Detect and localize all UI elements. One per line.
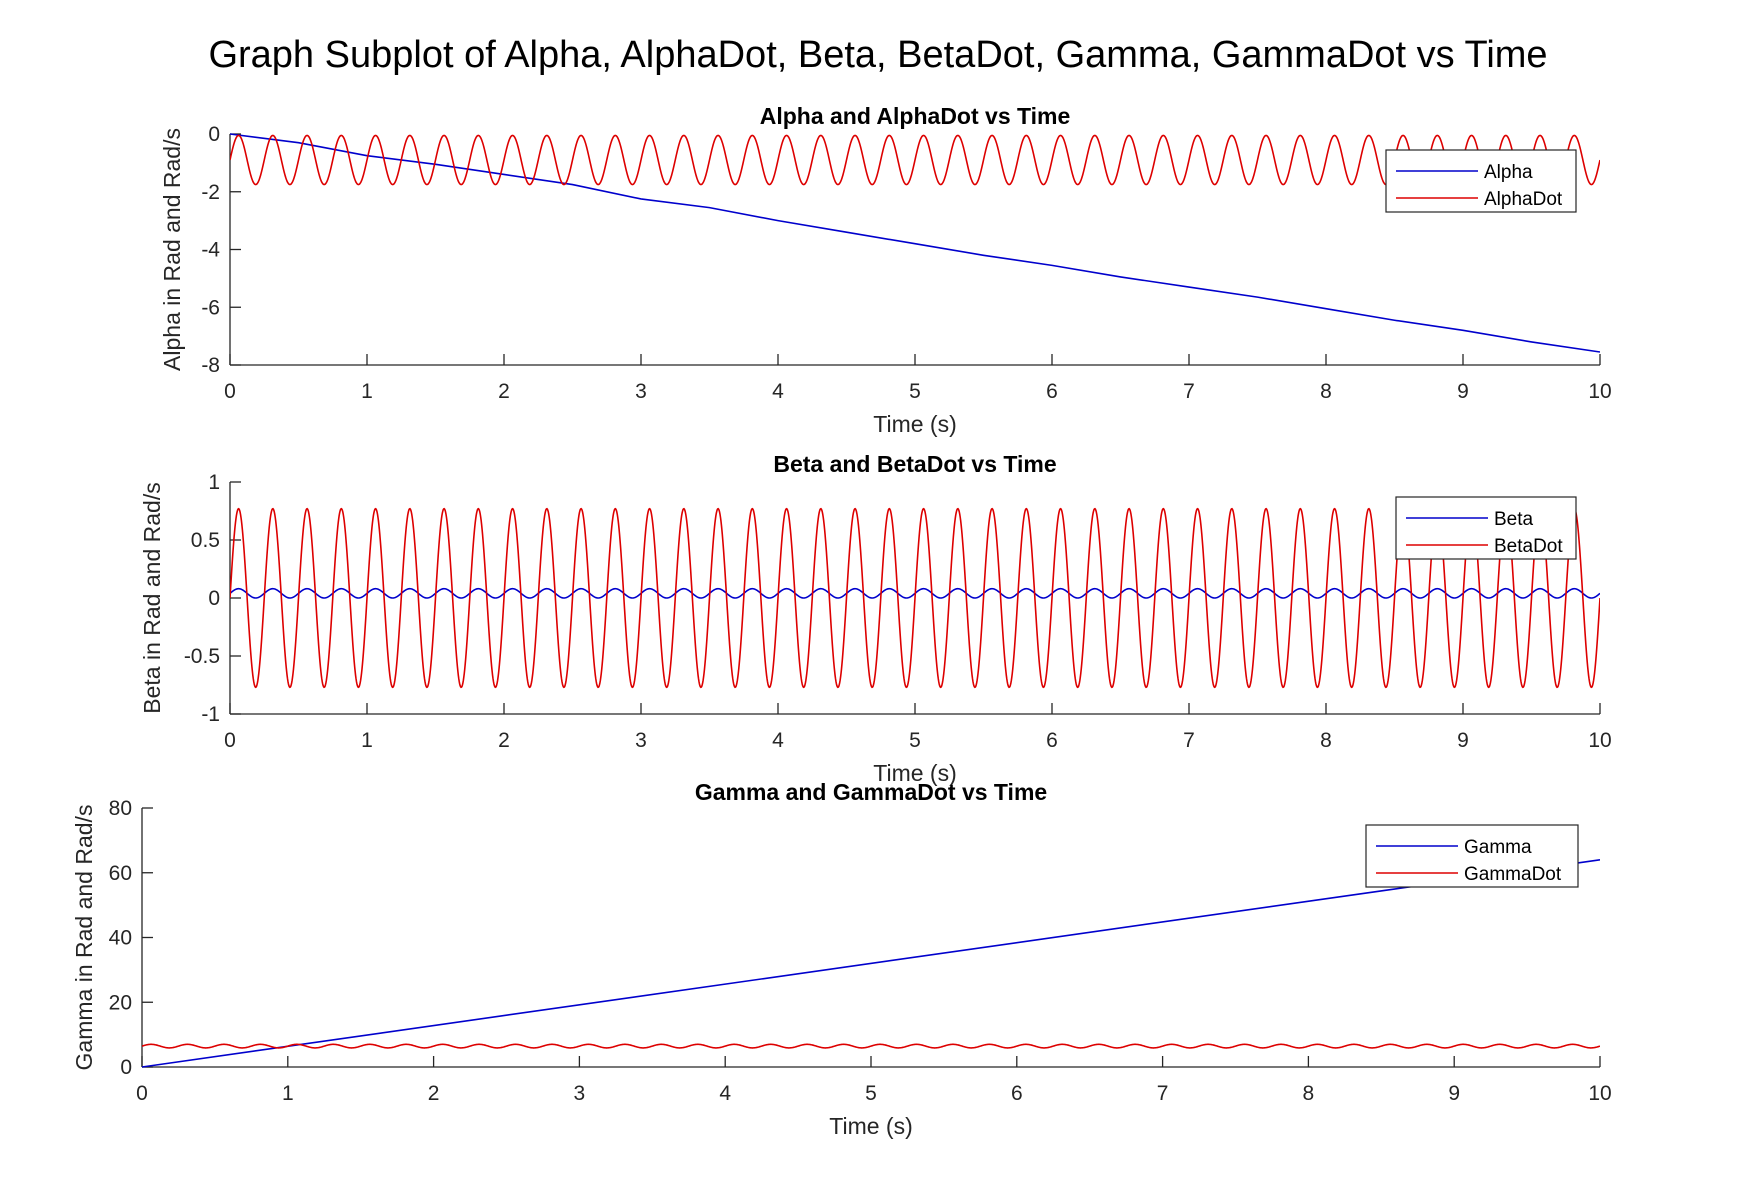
x-tick-label: 8	[1320, 729, 1332, 752]
y-tick-label: -8	[201, 354, 220, 377]
x-tick-label: 10	[1588, 1082, 1611, 1105]
subplot-3: 0 1 2 3 4 5 6 7 8 9 10 80 60 40 20 0 Gamma and GammaDot …	[71, 779, 1612, 1139]
y-tick-label: -6	[201, 296, 220, 319]
y-tick-label: 1	[208, 471, 220, 494]
legend: Alpha AlphaDot	[1385, 149, 1577, 213]
x-tick-label: 6	[1046, 380, 1058, 403]
x-tick-label: 3	[635, 380, 647, 403]
legend-label: AlphaDot	[1484, 189, 1563, 210]
series-line-betadot	[230, 507, 1600, 689]
legend-label: Gamma	[1464, 837, 1532, 858]
x-tick-label: 7	[1183, 729, 1195, 752]
figure-title: Graph Subplot of Alpha, AlphaDot, Beta, …	[208, 34, 1547, 76]
x-tick-label: 8	[1303, 1082, 1315, 1105]
y-tick-label: 0	[208, 123, 220, 146]
subplot-2: 0 1 2 3 4 5 6 7 8 9 10 1 0.5 0 -0.5 -1 Beta and BetaDot …	[139, 451, 1612, 786]
y-tick-label: 0.5	[191, 529, 220, 552]
legend: Gamma GammaDot	[1365, 824, 1579, 888]
y-tick-label: -4	[201, 239, 220, 262]
y-axis-label: Gamma in Rad and Rad/s	[71, 805, 97, 1071]
series-group	[142, 859, 1600, 1068]
y-tick-label: -0.5	[184, 645, 220, 668]
series-line-gamma	[142, 859, 1600, 1068]
x-tick-label: 9	[1457, 380, 1469, 403]
x-tick-label: 7	[1157, 1082, 1169, 1105]
x-tick-label: 4	[719, 1082, 731, 1105]
x-tick-label: 4	[772, 380, 784, 403]
x-axis-label: Time (s)	[829, 1113, 912, 1139]
x-tick-label: 2	[428, 1082, 440, 1105]
x-tick-label: 5	[909, 729, 921, 752]
legend-box	[1365, 824, 1579, 888]
subplot-title: Gamma and GammaDot vs Time	[695, 779, 1047, 805]
x-tick-label: 1	[282, 1082, 294, 1105]
y-axis-label: Beta in Rad and Rad/s	[139, 482, 165, 713]
x-tick-label: 1	[361, 380, 373, 403]
x-tick-label: 10	[1588, 380, 1611, 403]
y-tick-label: 20	[109, 991, 132, 1014]
y-tick-label: 80	[109, 797, 132, 820]
x-tick-label: 5	[865, 1082, 877, 1105]
legend-label: Beta	[1494, 509, 1534, 530]
y-axis-label: Alpha in Rad and Rad/s	[159, 128, 185, 371]
legend-box	[1385, 149, 1577, 213]
series-group	[230, 133, 1600, 353]
series-line-alpha	[230, 133, 1600, 353]
x-axis-label: Time (s)	[873, 411, 956, 437]
x-tick-label: 0	[136, 1082, 148, 1105]
legend-label: GammaDot	[1464, 864, 1562, 885]
x-tick-label: 6	[1046, 729, 1058, 752]
x-tick-label: 1	[361, 729, 373, 752]
x-tick-label: 0	[224, 729, 236, 752]
x-tick-label: 2	[498, 380, 510, 403]
series-group	[230, 507, 1600, 689]
x-tick-label: 7	[1183, 380, 1195, 403]
x-tick-label: 3	[635, 729, 647, 752]
x-tick-label: 2	[498, 729, 510, 752]
legend-box	[1395, 496, 1577, 560]
x-axis-label: Time (s)	[873, 760, 956, 786]
subplot-title: Alpha and AlphaDot vs Time	[760, 103, 1071, 129]
series-line-alphadot	[230, 134, 1600, 186]
x-tick-label: 6	[1011, 1082, 1023, 1105]
x-tick-label: 4	[772, 729, 784, 752]
x-tick-label: 8	[1320, 380, 1332, 403]
y-tick-label: 0	[120, 1056, 132, 1079]
legend: Beta BetaDot	[1395, 496, 1577, 560]
y-tick-label: 60	[109, 862, 132, 885]
legend-label: BetaDot	[1494, 536, 1563, 557]
y-tick-label: 0	[208, 587, 220, 610]
subplot-title: Beta and BetaDot vs Time	[773, 451, 1056, 477]
subplot-1: 0 1 2 3 4 5 6 7 8 9 10 0 -2 -4 -6 -8 Alpha and AlphaDot …	[159, 103, 1612, 437]
x-tick-label: 9	[1448, 1082, 1460, 1105]
legend-label: Alpha	[1484, 162, 1533, 183]
x-tick-label: 9	[1457, 729, 1469, 752]
y-tick-label: -2	[201, 181, 220, 204]
x-tick-label: 10	[1588, 729, 1611, 752]
x-tick-label: 3	[574, 1082, 586, 1105]
series-line-gammadot	[142, 1043, 1600, 1049]
y-tick-label: -1	[201, 703, 220, 726]
y-tick-label: 40	[109, 927, 132, 950]
x-tick-label: 0	[224, 380, 236, 403]
x-tick-label: 5	[909, 380, 921, 403]
